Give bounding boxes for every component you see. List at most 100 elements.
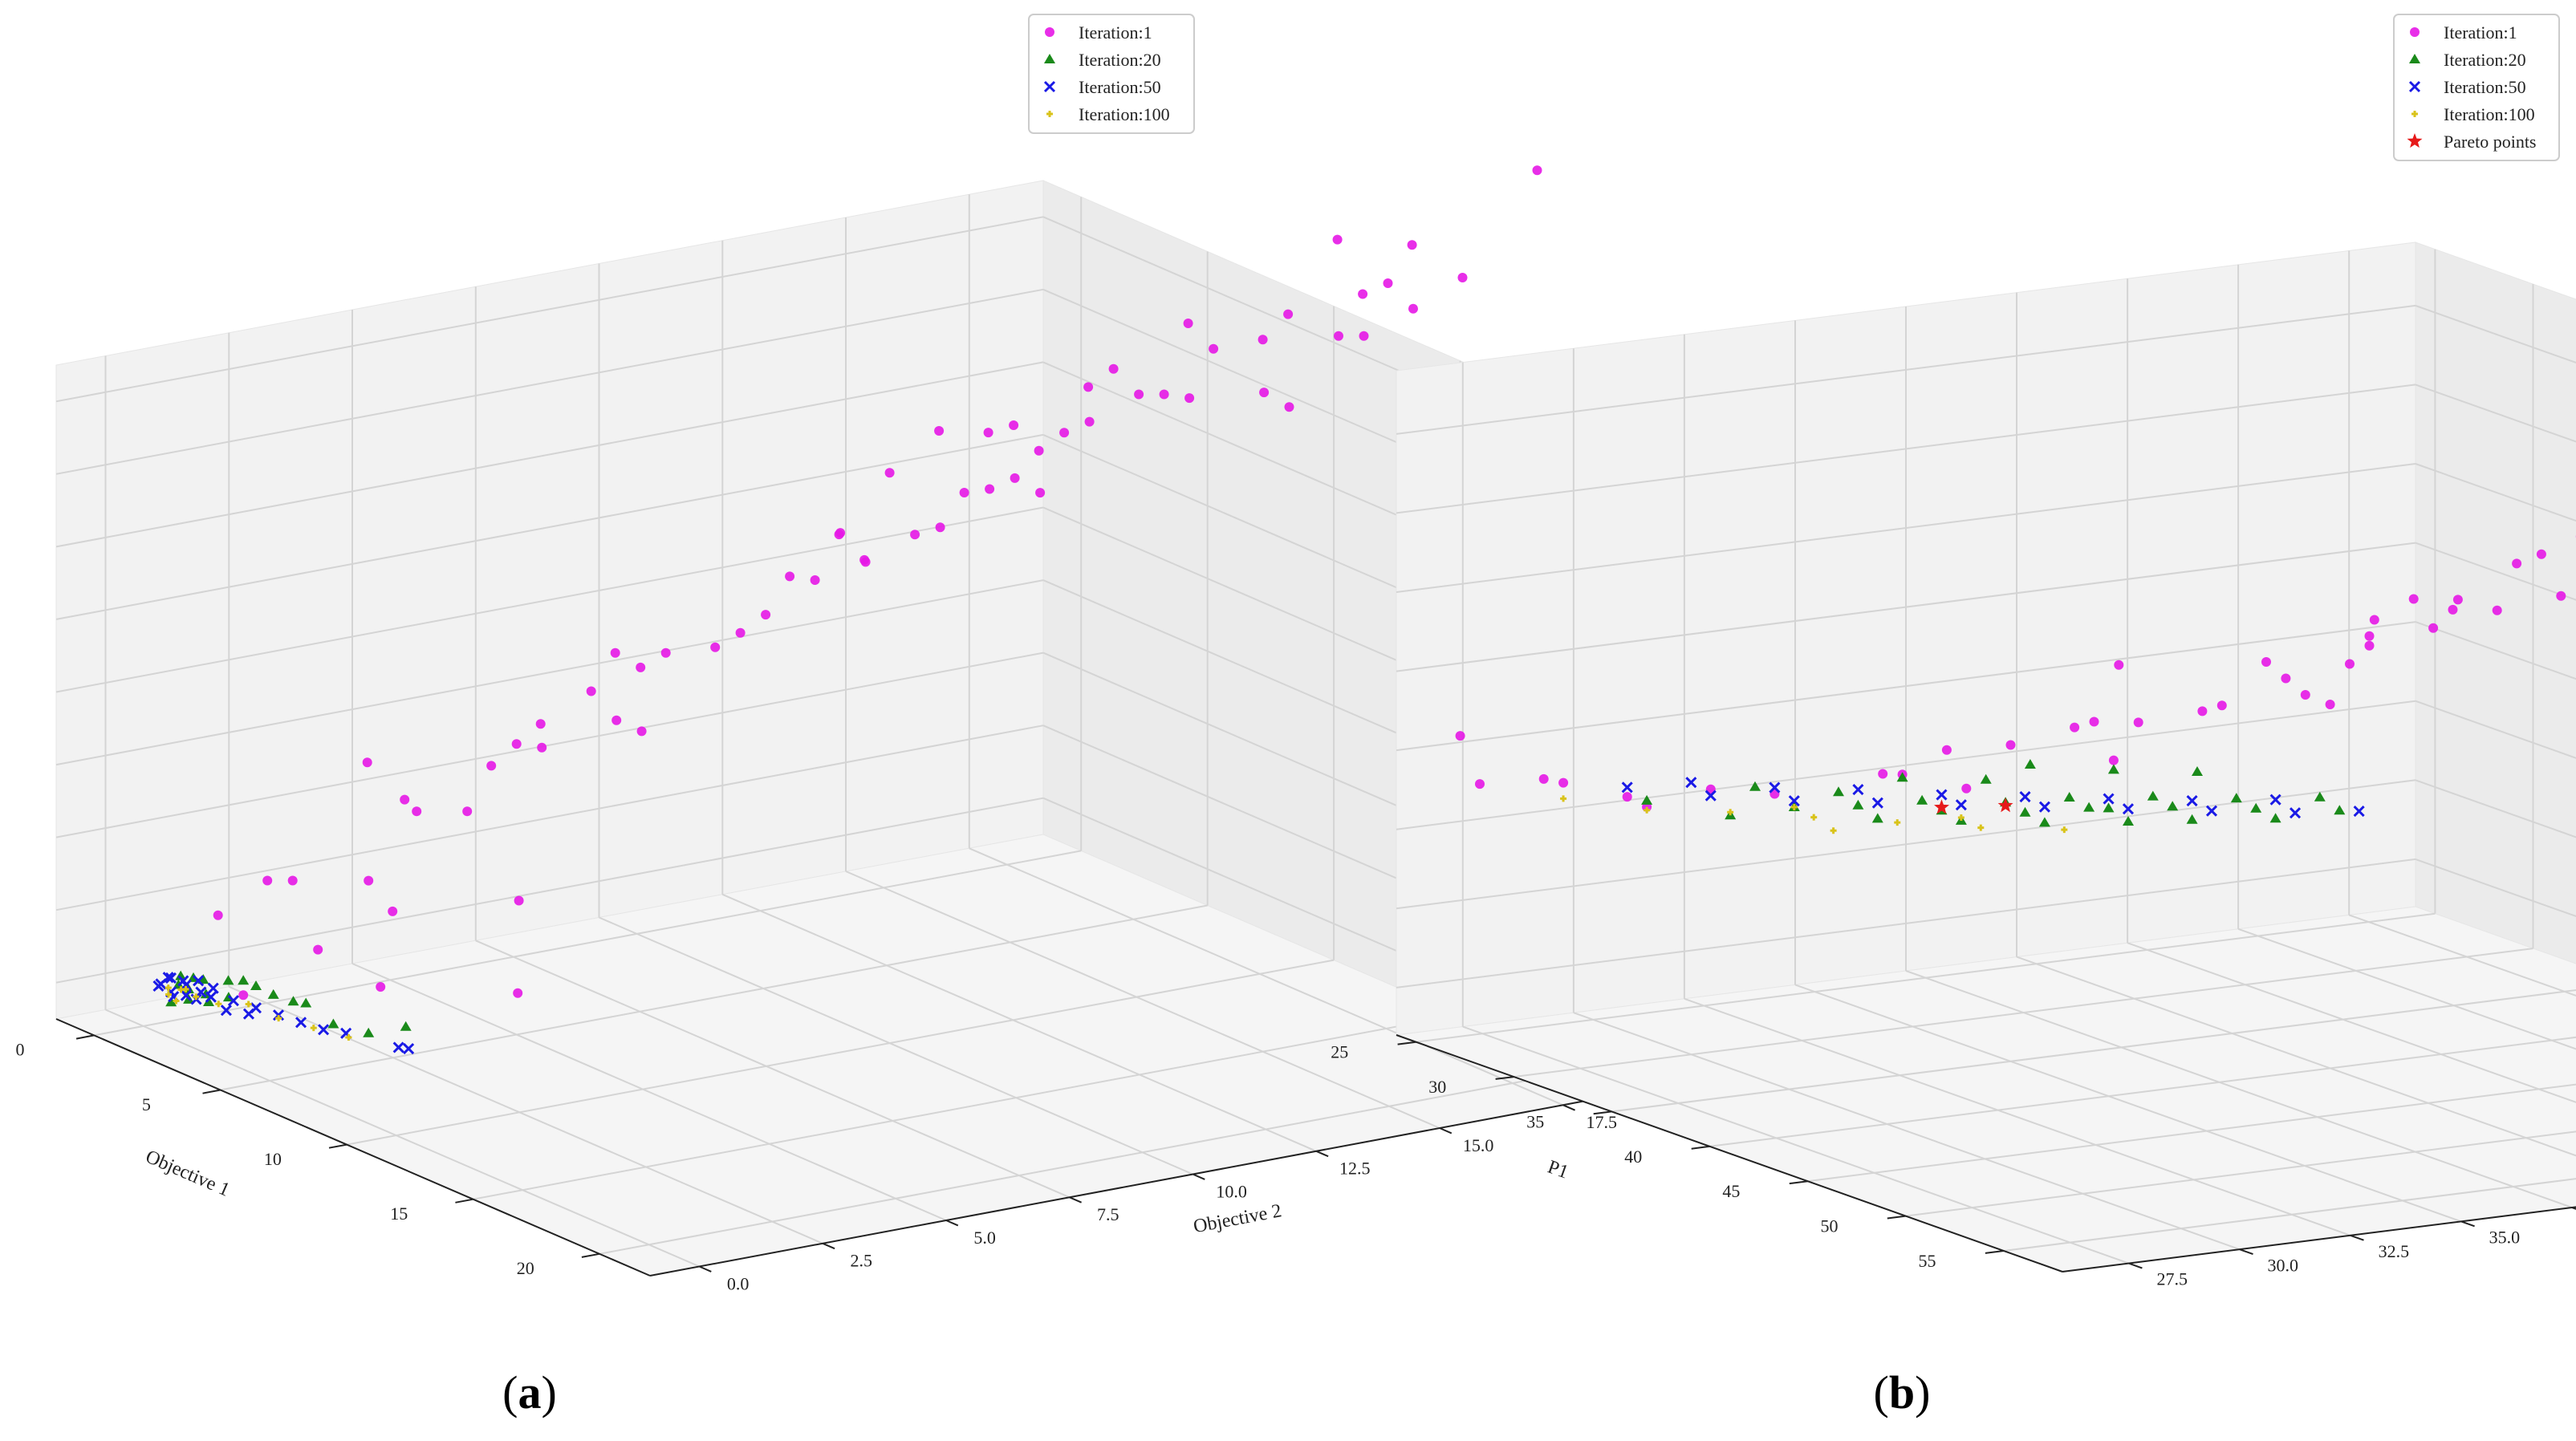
data-point bbox=[412, 806, 422, 817]
data-point bbox=[300, 997, 312, 1008]
data-point bbox=[1941, 745, 1952, 755]
x-tick-label: 40 bbox=[1624, 1147, 1642, 1167]
series-3 bbox=[1560, 795, 2068, 834]
data-point bbox=[610, 647, 620, 658]
data-point bbox=[364, 875, 374, 886]
gridline-x bbox=[220, 904, 1208, 1091]
gridline-z bbox=[1396, 700, 2416, 830]
data-point bbox=[180, 989, 192, 1001]
data-point bbox=[1830, 827, 1837, 834]
gridline-y bbox=[1905, 970, 2573, 1208]
y-tick-mark bbox=[1562, 1104, 1575, 1111]
y-tick-mark bbox=[1193, 1173, 1205, 1180]
x-tick-mark bbox=[1789, 1180, 1808, 1185]
legend: Iteration:1 Iteration:20 Iteration:50 Itera… bbox=[2393, 14, 2560, 161]
x-tick-label: 5 bbox=[142, 1094, 151, 1114]
data-point bbox=[1936, 789, 1948, 801]
data-point bbox=[2192, 766, 2203, 776]
x-tick-label: 45 bbox=[1722, 1181, 1740, 1201]
x-tick-mark bbox=[1593, 1110, 1612, 1115]
data-point bbox=[2114, 660, 2124, 670]
data-point bbox=[242, 1008, 255, 1020]
data-point bbox=[2512, 558, 2522, 569]
data-point bbox=[1749, 781, 1761, 791]
gridline-y bbox=[351, 963, 947, 1221]
data-point bbox=[2216, 700, 2227, 711]
data-point bbox=[935, 522, 945, 533]
data-point bbox=[486, 761, 497, 771]
data-point bbox=[182, 985, 189, 992]
data-point bbox=[1871, 797, 1883, 809]
x-tick-mark bbox=[1397, 1041, 1416, 1045]
legend-marker bbox=[1043, 80, 1056, 93]
y-tick-label: 17.5 bbox=[1587, 1112, 1618, 1132]
data-point bbox=[2167, 801, 2179, 811]
data-point bbox=[313, 944, 323, 955]
data-point bbox=[1455, 731, 1465, 741]
data-point bbox=[215, 1001, 222, 1008]
data-point bbox=[287, 996, 299, 1006]
data-point bbox=[1538, 773, 1549, 784]
data-point bbox=[238, 990, 249, 1001]
data-point bbox=[177, 975, 189, 987]
gridline-y bbox=[969, 847, 1564, 1106]
x-tick-label: 55 bbox=[1919, 1251, 1936, 1271]
data-point bbox=[1788, 795, 1800, 807]
y-tick-mark bbox=[2128, 1262, 2143, 1269]
data-point bbox=[2300, 690, 2310, 700]
data-point bbox=[2103, 802, 2115, 813]
data-point bbox=[1997, 798, 2013, 813]
data-point bbox=[514, 895, 524, 906]
data-point bbox=[1209, 343, 1219, 354]
gridline-z bbox=[55, 433, 1044, 620]
y-tick-label: 7.5 bbox=[1097, 1204, 1119, 1224]
x-tick-label: 50 bbox=[1821, 1216, 1839, 1236]
data-point bbox=[2230, 793, 2242, 803]
legend-marker bbox=[2411, 111, 2418, 117]
x-tick-label: 30 bbox=[1428, 1077, 1446, 1097]
data-point bbox=[2314, 791, 2326, 802]
gridline-z bbox=[55, 579, 1044, 766]
legend: Iteration:1 Iteration:20 Iteration:50 Itera… bbox=[1028, 14, 1195, 134]
data-point bbox=[884, 468, 895, 478]
data-point bbox=[462, 806, 473, 817]
data-point bbox=[660, 647, 671, 658]
legend-box bbox=[2393, 14, 2560, 161]
data-point bbox=[193, 993, 200, 1001]
data-point bbox=[400, 1021, 412, 1031]
data-point bbox=[318, 1024, 330, 1036]
data-point bbox=[2205, 805, 2218, 817]
gridline-z bbox=[1396, 858, 2416, 988]
data-point bbox=[1790, 804, 1798, 811]
y-tick-label: 35.0 bbox=[2489, 1228, 2521, 1248]
data-point bbox=[1258, 335, 1268, 345]
x-tick-label: 25 bbox=[1331, 1042, 1348, 1062]
legend-label: Iteration:50 bbox=[1079, 77, 1161, 97]
x-axis-line bbox=[1396, 1034, 2063, 1273]
data-point bbox=[2452, 595, 2463, 605]
data-point bbox=[203, 997, 214, 1006]
data-point bbox=[1810, 814, 1818, 821]
data-point bbox=[2556, 591, 2566, 601]
caption-b: (b) bbox=[1874, 1366, 1931, 1419]
data-point bbox=[2428, 623, 2439, 633]
series-3 bbox=[165, 984, 352, 1041]
data-point bbox=[388, 906, 398, 916]
data-point bbox=[165, 991, 172, 998]
x-tick-label: 15 bbox=[390, 1204, 408, 1224]
data-point bbox=[1084, 416, 1095, 427]
data-point bbox=[152, 980, 165, 992]
data-point bbox=[2147, 790, 2159, 801]
x-axis-line bbox=[55, 1018, 651, 1277]
x-tick-mark bbox=[581, 1252, 600, 1258]
y-tick-label: 10.0 bbox=[1216, 1181, 1247, 1201]
data-point bbox=[1283, 309, 1294, 319]
data-point bbox=[1475, 779, 1485, 790]
data-point bbox=[959, 488, 969, 497]
data-point bbox=[310, 1025, 317, 1032]
data-point bbox=[1896, 772, 1908, 782]
series-0 bbox=[213, 165, 1542, 1001]
data-point bbox=[165, 972, 177, 984]
data-point bbox=[2005, 740, 2016, 750]
y-axis-label: Objective 2 bbox=[1192, 1200, 1283, 1237]
